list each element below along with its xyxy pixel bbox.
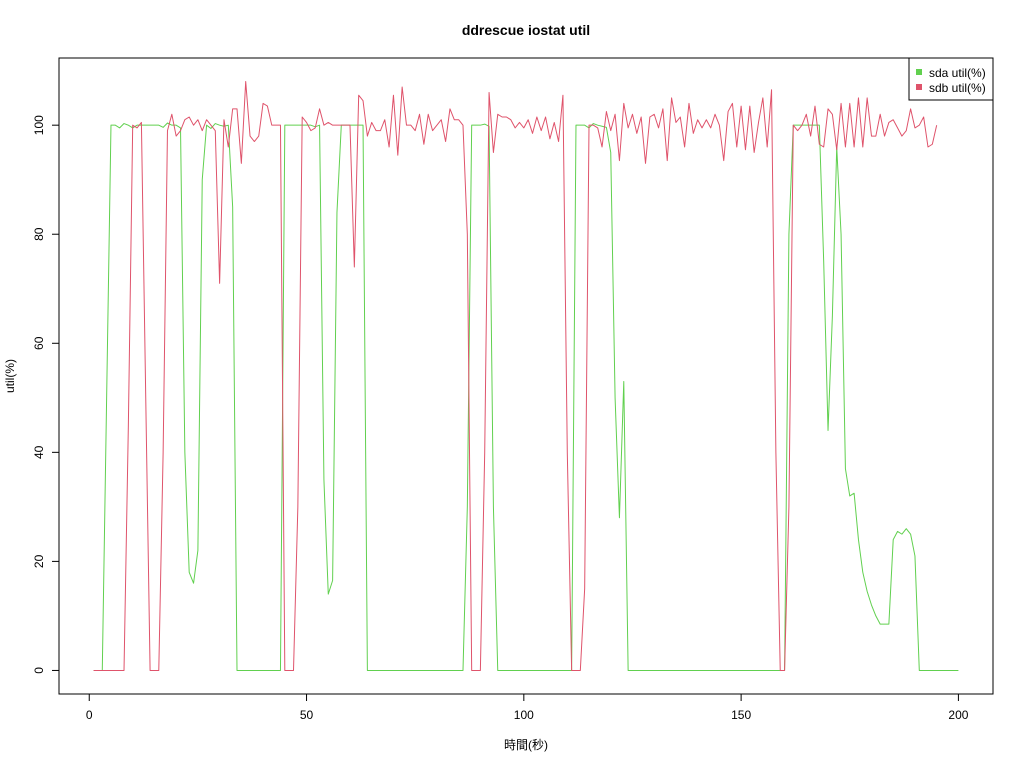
y-tick-label: 20	[32, 554, 46, 568]
y-tick-label: 100	[32, 115, 46, 135]
x-tick-label: 0	[86, 708, 93, 722]
legend-label-sda: sda util(%)	[929, 66, 986, 80]
x-tick-label: 100	[514, 708, 534, 722]
y-axis-title: util(%)	[3, 359, 17, 393]
legend-swatch-sda	[916, 69, 922, 75]
legend-swatch-sdb	[916, 84, 922, 90]
y-tick-label: 40	[32, 445, 46, 459]
x-tick-label: 50	[300, 708, 314, 722]
series-line-sda	[93, 122, 959, 671]
y-tick-label: 0	[32, 667, 46, 674]
y-axis: 0 20 40 60 80 100	[32, 115, 60, 674]
series-line-sdb	[93, 81, 938, 671]
legend: sda util(%) sdb util(%)	[908, 57, 994, 101]
x-axis-title: 時間(秒)	[504, 738, 548, 752]
x-axis: 0 50 100 150 200	[86, 693, 969, 722]
y-tick-label: 80	[32, 227, 46, 241]
chart-title: ddrescue iostat util	[462, 22, 590, 38]
x-tick-label: 200	[948, 708, 968, 722]
series-layer	[93, 81, 959, 671]
legend-label-sdb: sdb util(%)	[929, 81, 986, 95]
y-tick-label: 60	[32, 336, 46, 350]
x-tick-label: 150	[731, 708, 751, 722]
legend-box	[908, 57, 994, 101]
plot-frame	[58, 57, 994, 695]
